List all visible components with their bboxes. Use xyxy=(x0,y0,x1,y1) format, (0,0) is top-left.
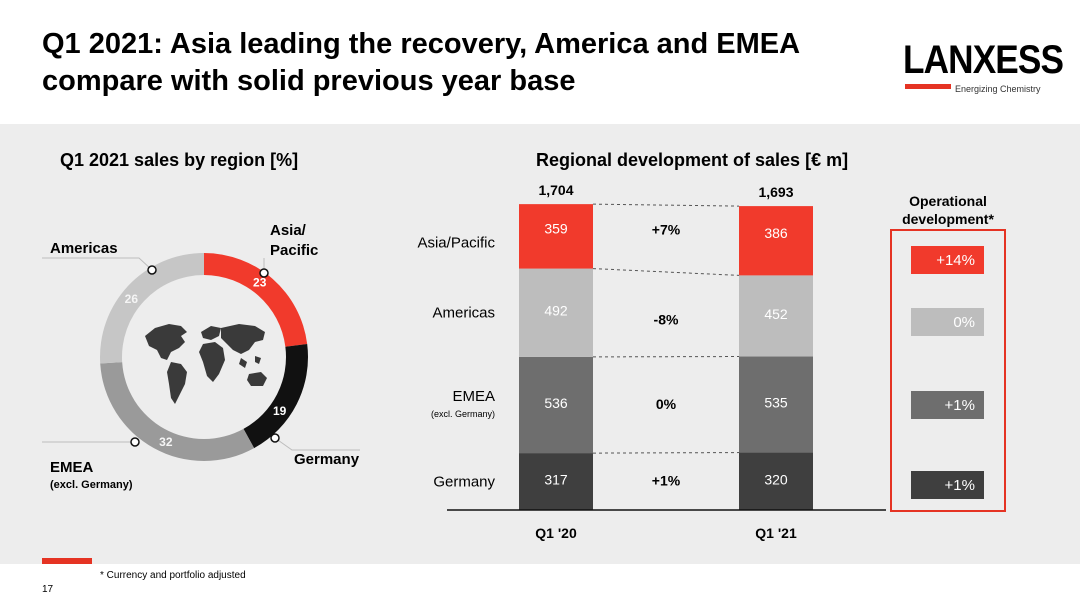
pie-chart-title: Q1 2021 sales by region [%] xyxy=(60,150,299,170)
connector-line xyxy=(592,203,740,207)
page-number: 17 xyxy=(42,584,54,595)
pie-legend-label: Asia/ xyxy=(270,222,307,239)
lanxess-logo: LANXESS Energizing Chemistry xyxy=(903,38,1064,98)
bar-value-label: 320 xyxy=(764,471,788,487)
callout-dot xyxy=(147,265,157,275)
page-title: Q1 2021: Asia leading the recovery, Amer… xyxy=(42,28,799,97)
logo-wordmark: LANXESS xyxy=(903,38,1064,82)
pie-legend-label: Pacific xyxy=(270,242,318,259)
bar-segment-germany xyxy=(519,453,593,510)
world-map-icon xyxy=(145,324,267,404)
bar-value-label: 452 xyxy=(764,306,788,322)
pie-legend-label: Americas xyxy=(50,240,118,257)
map-landmass xyxy=(247,372,267,386)
bar-value-label: 492 xyxy=(544,303,568,319)
op-dev-value: 0% xyxy=(953,314,975,331)
change-label: +7% xyxy=(652,221,681,237)
footnote: * Currency and portfolio adjusted xyxy=(100,570,246,581)
logo-underline xyxy=(905,84,951,89)
footer-accent-bar xyxy=(42,558,92,564)
bar-segment-americas xyxy=(519,268,593,357)
change-label: 0% xyxy=(656,396,677,412)
donut-chart: 23 19 32 26 Asia/Pacific Germany EMEA (excl. Ge… xyxy=(42,222,360,491)
op-dev-title: development* xyxy=(902,211,994,227)
category-sublabel: (excl. Germany) xyxy=(431,409,495,419)
callout-line xyxy=(42,257,153,271)
op-dev-value: +14% xyxy=(936,252,975,269)
x-tick-label: Q1 '21 xyxy=(755,525,797,541)
bar-segment-emea xyxy=(519,356,593,454)
pie-slice-emea xyxy=(100,362,255,461)
op-dev-title: Operational xyxy=(909,193,987,209)
pie-value-label: 32 xyxy=(159,435,173,449)
bar-value-label: 536 xyxy=(544,395,568,411)
pie-slice-germany xyxy=(243,343,309,449)
callout-dot xyxy=(259,268,269,278)
pie-legend-label: EMEA xyxy=(50,459,94,476)
bar-total-label: 1,704 xyxy=(538,182,573,198)
bar-segment-asia-pacific xyxy=(519,204,593,269)
connector-line xyxy=(592,268,740,276)
bar-total-label: 1,693 xyxy=(758,184,793,200)
pie-value-label: 26 xyxy=(125,292,139,306)
map-landmass xyxy=(145,324,187,360)
map-landmass xyxy=(199,342,225,382)
map-landmass xyxy=(221,324,265,354)
op-dev-box-emea xyxy=(911,391,984,419)
callout-line xyxy=(274,437,360,451)
bar-chart-title: Regional development of sales [€ m] xyxy=(536,150,849,170)
operational-development-panel: Operational development* +14% 0% +1% +1% xyxy=(890,193,1006,512)
pie-value-label: 23 xyxy=(253,276,267,290)
map-landmass xyxy=(255,356,261,364)
pie-legend-sublabel: (excl. Germany) xyxy=(50,479,133,491)
logo-tagline: Energizing Chemistry xyxy=(955,84,1041,94)
bar-segment-germany xyxy=(739,452,813,510)
op-dev-box-asia-pacific xyxy=(911,246,984,274)
category-label: EMEA xyxy=(452,388,495,405)
op-dev-value: +1% xyxy=(945,397,975,414)
bar-segment-asia-pacific xyxy=(739,206,813,276)
op-dev-box-germany xyxy=(911,471,984,499)
map-landmass xyxy=(201,326,221,340)
bar-value-label: 535 xyxy=(764,395,788,411)
change-label: -8% xyxy=(654,312,679,328)
x-tick-label: Q1 '20 xyxy=(535,525,577,541)
charts-canvas: 23 19 32 26 Asia/Pacific Germany EMEA (excl. Ge… xyxy=(42,182,1006,541)
bar-segment-emea xyxy=(739,356,813,453)
category-label: Asia/Pacific xyxy=(417,234,495,251)
bar-value-label: 359 xyxy=(544,220,568,236)
pie-value-label: 19 xyxy=(273,404,287,418)
map-landmass xyxy=(239,358,247,368)
callout-dot xyxy=(270,433,280,443)
bar-segment-americas xyxy=(739,275,813,357)
change-label: +1% xyxy=(652,473,681,489)
pie-legend-label: Germany xyxy=(294,451,360,468)
category-label: Americas xyxy=(432,305,495,322)
category-label: Germany xyxy=(433,474,495,491)
op-dev-highlight-box xyxy=(890,229,1006,512)
bar-value-label: 386 xyxy=(764,225,788,241)
bar-value-label: 317 xyxy=(544,472,568,488)
pie-slice-asia-pacific xyxy=(204,253,308,347)
pie-slice-americas xyxy=(100,253,204,364)
op-dev-box-americas xyxy=(911,308,984,336)
callout-dot xyxy=(130,437,140,447)
map-landmass xyxy=(167,362,187,404)
op-dev-value: +1% xyxy=(945,477,975,494)
connector-line xyxy=(592,452,740,454)
stacked-bar-chart: 317 536 492 359 1,704 Q1 '20 320 535 452 386 1,693… xyxy=(417,182,886,541)
